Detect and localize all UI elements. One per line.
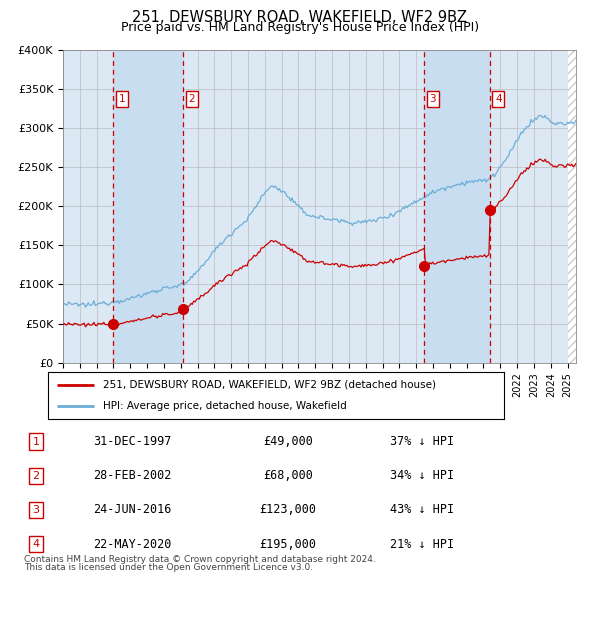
- Text: 24-JUN-2016: 24-JUN-2016: [93, 503, 171, 516]
- Text: 22-MAY-2020: 22-MAY-2020: [93, 538, 171, 551]
- Text: 21% ↓ HPI: 21% ↓ HPI: [390, 538, 454, 551]
- Bar: [568, 50, 576, 363]
- Text: 31-DEC-1997: 31-DEC-1997: [93, 435, 171, 448]
- Text: Contains HM Land Registry data © Crown copyright and database right 2024.: Contains HM Land Registry data © Crown c…: [24, 556, 376, 564]
- Text: 251, DEWSBURY ROAD, WAKEFIELD, WF2 9BZ: 251, DEWSBURY ROAD, WAKEFIELD, WF2 9BZ: [133, 10, 467, 25]
- Bar: [113, 50, 184, 363]
- Text: 1: 1: [118, 94, 125, 104]
- Text: 28-FEB-2002: 28-FEB-2002: [93, 469, 171, 482]
- Text: £195,000: £195,000: [260, 538, 317, 551]
- Text: £68,000: £68,000: [263, 469, 313, 482]
- Text: This data is licensed under the Open Government Licence v3.0.: This data is licensed under the Open Gov…: [24, 564, 313, 572]
- Bar: [424, 50, 490, 363]
- Text: 3: 3: [32, 505, 40, 515]
- Text: 43% ↓ HPI: 43% ↓ HPI: [390, 503, 454, 516]
- Text: HPI: Average price, detached house, Wakefield: HPI: Average price, detached house, Wake…: [103, 401, 346, 411]
- Text: 2: 2: [188, 94, 195, 104]
- Text: £49,000: £49,000: [263, 435, 313, 448]
- Text: 37% ↓ HPI: 37% ↓ HPI: [390, 435, 454, 448]
- Text: 34% ↓ HPI: 34% ↓ HPI: [390, 469, 454, 482]
- Text: 3: 3: [430, 94, 436, 104]
- Text: Price paid vs. HM Land Registry's House Price Index (HPI): Price paid vs. HM Land Registry's House …: [121, 22, 479, 34]
- Text: 2: 2: [32, 471, 40, 481]
- Text: 4: 4: [32, 539, 40, 549]
- Text: 1: 1: [32, 436, 40, 447]
- Text: 251, DEWSBURY ROAD, WAKEFIELD, WF2 9BZ (detached house): 251, DEWSBURY ROAD, WAKEFIELD, WF2 9BZ (…: [103, 379, 436, 389]
- Text: £123,000: £123,000: [260, 503, 317, 516]
- Text: 4: 4: [495, 94, 502, 104]
